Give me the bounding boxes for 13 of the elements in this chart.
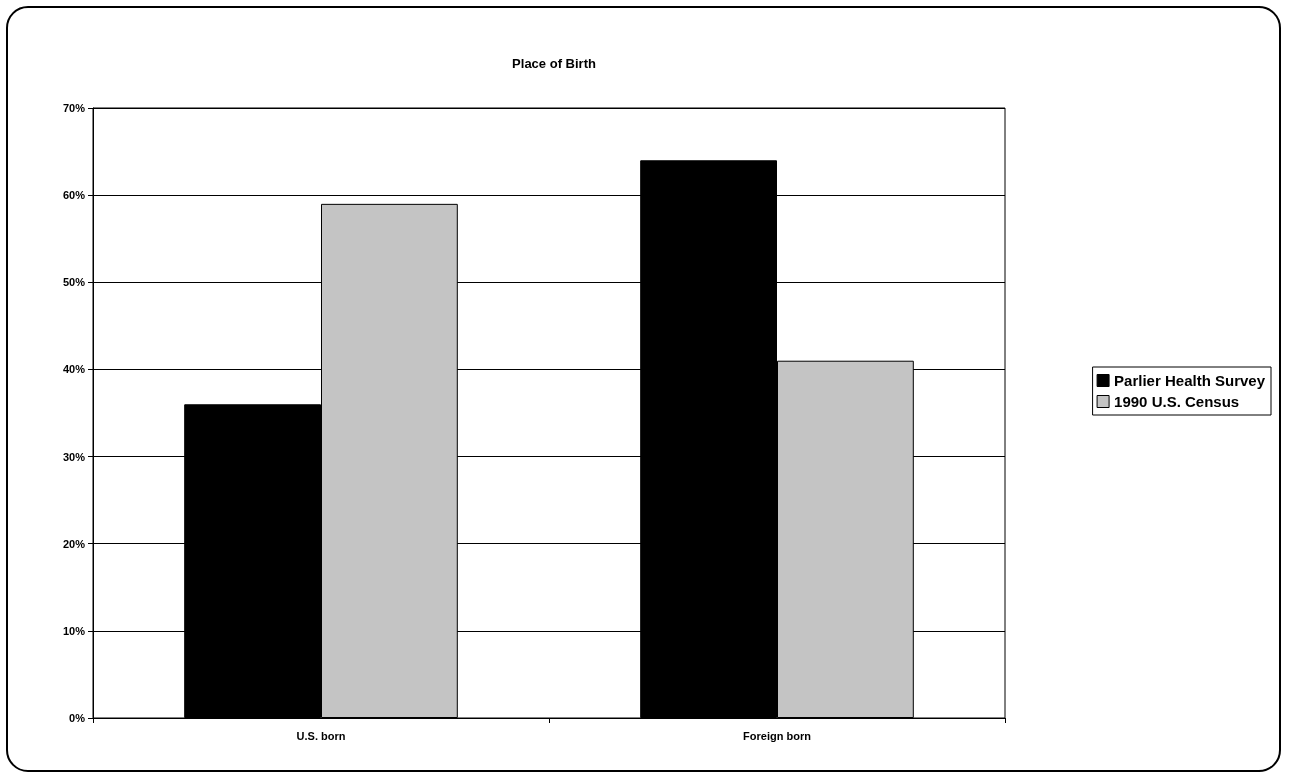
y-tick-label: 10% [62,624,86,637]
y-tick-label: 20% [62,537,86,550]
y-tick-label: 40% [62,363,86,376]
legend-label: 1990 U.S. Census [1114,393,1240,410]
y-tick-label: 50% [62,276,86,289]
y-tick-label: 0% [69,712,86,724]
y-tick-label: 60% [62,189,86,202]
x-tick-label: Foreign born [743,729,812,742]
y-tick-label: 30% [62,450,86,463]
y-tick-label: 70% [62,102,86,114]
x-tick-label: U.S. born [296,729,346,742]
legend-label: Parlier Health Survey [1114,372,1266,389]
chart-title: Place of Birth [512,56,596,71]
